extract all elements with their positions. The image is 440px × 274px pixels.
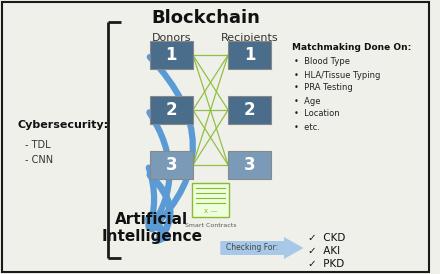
FancyArrowPatch shape xyxy=(150,57,193,229)
FancyBboxPatch shape xyxy=(228,41,271,69)
Text: Cybersecurity:: Cybersecurity: xyxy=(18,120,109,130)
Text: Recipients: Recipients xyxy=(221,33,279,43)
FancyBboxPatch shape xyxy=(150,151,193,179)
Text: 1: 1 xyxy=(244,46,255,64)
FancyArrowPatch shape xyxy=(149,112,169,228)
Text: Smart Contracts: Smart Contracts xyxy=(185,223,236,228)
Text: •  PRA Testing: • PRA Testing xyxy=(294,84,352,93)
Text: Artificial
Intelligence: Artificial Intelligence xyxy=(101,212,202,244)
Text: 1: 1 xyxy=(165,46,177,64)
FancyBboxPatch shape xyxy=(228,151,271,179)
Text: - TDL: - TDL xyxy=(26,140,51,150)
FancyBboxPatch shape xyxy=(150,41,193,69)
Text: ✓  AKI: ✓ AKI xyxy=(308,246,341,256)
Polygon shape xyxy=(220,237,304,259)
Text: ✓  PKD: ✓ PKD xyxy=(308,259,345,269)
FancyBboxPatch shape xyxy=(150,96,193,124)
Text: - CNN: - CNN xyxy=(26,155,54,165)
Text: 2: 2 xyxy=(244,101,256,119)
Text: Donors: Donors xyxy=(152,33,191,43)
FancyBboxPatch shape xyxy=(228,96,271,124)
Text: x —: x — xyxy=(204,208,217,214)
FancyBboxPatch shape xyxy=(192,183,229,217)
Text: •  Location: • Location xyxy=(294,110,339,118)
Text: Blockchain: Blockchain xyxy=(151,9,260,27)
Text: 2: 2 xyxy=(165,101,177,119)
Text: 3: 3 xyxy=(165,156,177,174)
Text: Matchmaking Done On:: Matchmaking Done On: xyxy=(292,44,411,53)
FancyArrowPatch shape xyxy=(150,175,170,240)
Text: •  etc.: • etc. xyxy=(294,122,319,132)
Text: ✓  CKD: ✓ CKD xyxy=(308,233,346,243)
Text: Checking For:: Checking For: xyxy=(226,244,278,253)
Text: •  HLA/Tissue Typing: • HLA/Tissue Typing xyxy=(294,70,380,79)
FancyArrowPatch shape xyxy=(148,168,155,227)
Text: •  Blood Type: • Blood Type xyxy=(294,58,350,67)
Text: •  Age: • Age xyxy=(294,96,320,105)
Text: 3: 3 xyxy=(244,156,256,174)
